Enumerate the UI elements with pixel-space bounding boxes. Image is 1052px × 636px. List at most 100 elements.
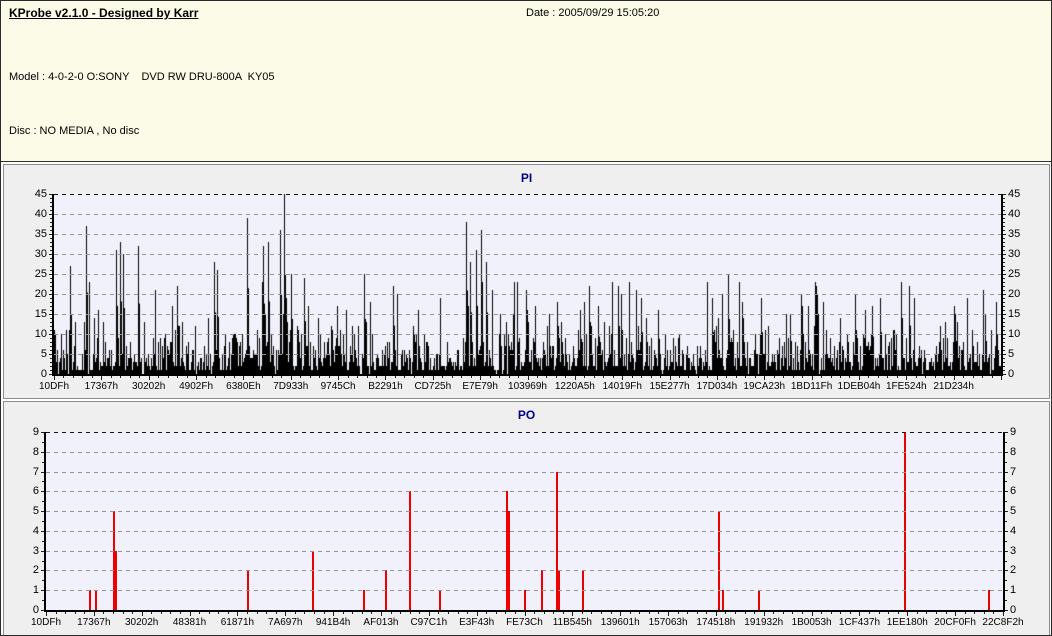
x-axis-label: 174518h [696, 617, 736, 628]
gridline [46, 530, 1003, 532]
x-axis-tick [687, 612, 689, 614]
y-axis-tick [41, 491, 44, 493]
x-axis-tick [141, 612, 143, 616]
x-axis-tick [505, 612, 507, 614]
x-axis-tick [840, 612, 842, 614]
y-axis-tick [1005, 560, 1007, 562]
y-axis-tick [1003, 306, 1005, 307]
x-axis-label: 11B545h [552, 617, 592, 628]
x-axis-tick [773, 376, 775, 378]
y-axis-tick [1003, 362, 1005, 363]
x-axis-tick [553, 612, 555, 614]
y-axis-tick [42, 540, 44, 542]
y-axis-tick [1003, 218, 1005, 219]
y-axis-tick [50, 298, 52, 299]
y-axis-tick [1003, 310, 1005, 311]
x-axis-tick [641, 376, 643, 378]
x-axis-tick [546, 376, 548, 378]
y-axis-tick [42, 441, 44, 443]
x-axis-tick [275, 612, 277, 614]
x-axis-label: 1220A5h [554, 381, 595, 392]
y-axis-tick [1003, 354, 1006, 355]
y-axis-tick [41, 511, 44, 513]
x-axis-tick [151, 612, 153, 614]
y-axis-label: 4 [1010, 524, 1017, 537]
x-axis-tick [409, 612, 411, 614]
x-axis-label: E7E79h [462, 381, 498, 392]
x-axis-label: 139601h [600, 617, 640, 628]
x-axis-tick [103, 612, 105, 614]
x-axis-tick [54, 376, 55, 380]
x-axis-tick [65, 612, 67, 614]
po-bar [89, 590, 91, 610]
x-axis-tick [562, 612, 564, 614]
x-axis-tick [371, 612, 373, 614]
x-axis-tick [110, 376, 112, 378]
x-axis-tick [413, 376, 415, 378]
x-axis-label: 191932h [744, 617, 784, 628]
gridline [54, 334, 1001, 335]
po-bar [722, 590, 724, 610]
info-model: Model : 4-0-2-0 O:SONY DVD RW DRU-800A K… [9, 71, 275, 83]
x-axis-tick [300, 376, 302, 378]
pi-chart-title: PI [520, 171, 533, 185]
x-axis-tick [451, 376, 453, 378]
y-axis-label: 0 [1010, 604, 1017, 616]
y-axis-tick [42, 461, 44, 463]
x-axis-tick [120, 376, 122, 378]
y-axis-tick [1005, 451, 1008, 453]
y-axis-label: 0 [32, 604, 39, 616]
x-axis-tick [629, 612, 631, 614]
y-axis-tick [1003, 214, 1006, 215]
pi-plot-area [54, 194, 1001, 374]
y-axis-tick [1003, 222, 1005, 223]
x-axis-label: 1CF437h [838, 617, 881, 628]
x-axis-tick [802, 376, 804, 378]
y-axis-label: 2 [1010, 564, 1017, 577]
y-axis-tick [1003, 262, 1005, 263]
x-axis-tick [1003, 612, 1004, 616]
x-axis-tick [112, 612, 114, 614]
y-axis-tick [50, 222, 52, 223]
x-axis-tick [271, 376, 273, 378]
x-axis-label: 1DEB04h [837, 381, 881, 392]
y-axis-tick [1003, 342, 1005, 343]
gridline [54, 194, 1001, 195]
x-axis-tick [745, 376, 747, 378]
x-axis-tick [543, 612, 545, 614]
y-axis-tick [49, 334, 52, 335]
x-axis-label: 4902Fh [179, 381, 214, 392]
y-axis-tick [42, 600, 44, 602]
y-axis-tick [49, 214, 52, 215]
y-axis-label: 5 [40, 348, 47, 360]
y-axis-tick [1005, 580, 1007, 582]
y-axis-label: 5 [1008, 348, 1015, 360]
y-axis-label: 25 [34, 268, 47, 280]
x-axis-label: 14019Fh [602, 381, 642, 392]
y-axis-label: 0 [40, 368, 47, 380]
x-axis-tick [514, 612, 516, 614]
x-axis-tick [224, 376, 226, 378]
y-axis-tick [42, 560, 44, 562]
y-axis-label: 2 [32, 564, 39, 577]
y-axis-label: 1 [32, 584, 39, 597]
y-axis-tick [1003, 326, 1005, 327]
y-axis-label: 4 [32, 524, 39, 537]
y-axis-tick [1005, 550, 1008, 552]
y-axis-tick [1003, 258, 1005, 259]
x-axis-label: 941B4h [315, 617, 351, 628]
x-axis-label: 6380Eh [226, 381, 261, 392]
x-axis-label: 1EE180h [886, 617, 928, 628]
y-axis-tick [50, 322, 52, 323]
x-axis-tick [572, 612, 574, 616]
x-axis-line [52, 374, 1003, 376]
y-axis-tick [1005, 521, 1007, 522]
x-axis-tick [285, 612, 287, 616]
y-axis-label: 7 [32, 465, 39, 478]
x-axis-label: 1BD11Fh [790, 381, 833, 392]
x-axis-tick [849, 612, 851, 614]
po-bar [439, 590, 441, 610]
gridline [54, 294, 1001, 295]
x-axis-tick [467, 612, 469, 614]
